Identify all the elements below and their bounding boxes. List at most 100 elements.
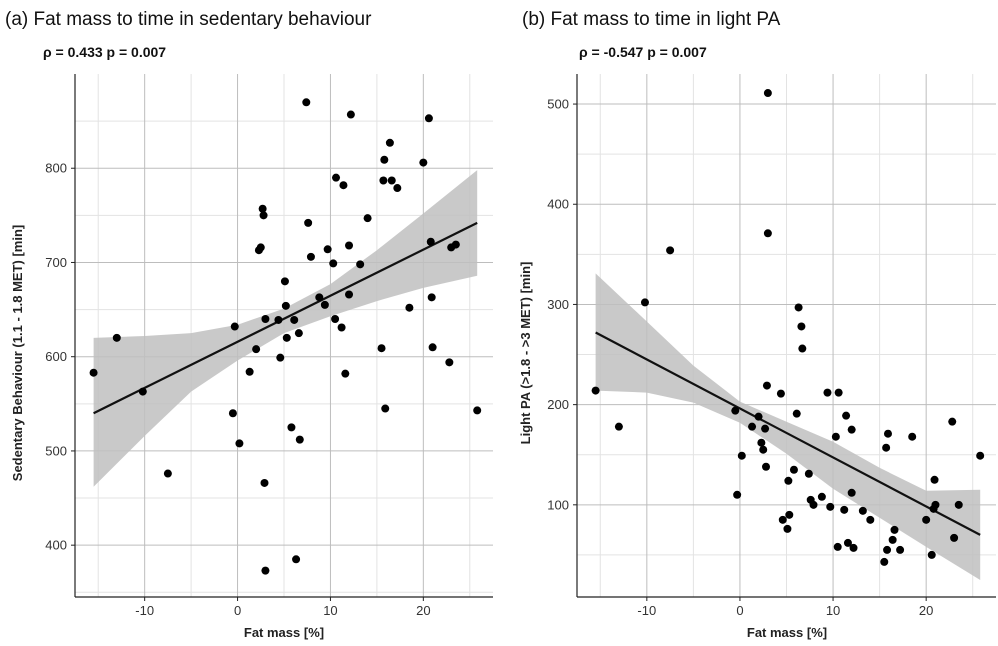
data-point xyxy=(276,353,285,362)
data-point xyxy=(282,333,291,342)
y-tick-label: 700 xyxy=(45,255,67,270)
data-point xyxy=(405,303,414,312)
panel-a: (a) Fat mass to time in sedentary behavi… xyxy=(5,9,493,640)
data-point xyxy=(306,252,315,261)
panel-b-tick-labels: -10 0 10 20 100 200 300 400 500 xyxy=(547,97,933,618)
data-point xyxy=(315,293,324,302)
panel-b-points xyxy=(591,89,985,566)
panel-b-regression-line xyxy=(595,331,981,536)
data-point xyxy=(261,566,270,575)
confidence-band-area xyxy=(595,273,981,580)
data-point xyxy=(341,369,350,378)
data-point xyxy=(976,451,985,460)
data-point xyxy=(427,293,436,302)
x-tick-label: 20 xyxy=(416,603,430,618)
x-tick-label: 10 xyxy=(323,603,337,618)
data-point xyxy=(757,438,766,447)
panel-b-title: (b) Fat mass to time in light PA xyxy=(522,9,781,30)
data-point xyxy=(428,343,437,352)
data-point xyxy=(385,138,394,147)
data-point xyxy=(323,245,332,254)
panel-b-confidence-band xyxy=(595,273,981,580)
x-tick-label: 10 xyxy=(826,603,840,618)
panel-b-stats: ρ = -0.547 p = 0.007 xyxy=(579,44,707,60)
data-point xyxy=(908,432,917,441)
data-point xyxy=(794,303,803,312)
data-point xyxy=(785,510,794,519)
data-point xyxy=(274,315,283,324)
data-point xyxy=(817,492,826,501)
data-point xyxy=(762,462,771,471)
data-point xyxy=(245,367,254,376)
x-tick-label: -10 xyxy=(135,603,154,618)
panel-a-y-axis-label: Sedentary Behaviour (1.1 - 1.8 MET) [min… xyxy=(10,225,25,481)
data-point xyxy=(640,298,649,307)
y-tick-label: 400 xyxy=(547,197,569,212)
data-point xyxy=(784,476,793,485)
y-tick-label: 400 xyxy=(45,538,67,553)
data-point xyxy=(259,211,268,220)
data-point xyxy=(826,502,835,511)
regression-line xyxy=(93,221,478,415)
panel-b-x-axis-label: Fat mass [%] xyxy=(747,625,827,640)
data-point xyxy=(888,535,897,544)
data-point xyxy=(797,322,806,331)
data-point xyxy=(260,478,269,487)
data-point xyxy=(922,515,931,524)
data-point xyxy=(761,424,770,433)
data-point xyxy=(280,277,289,286)
data-point xyxy=(381,404,390,413)
data-point xyxy=(954,500,963,509)
data-point xyxy=(733,490,742,499)
data-point xyxy=(763,229,772,238)
data-point xyxy=(345,241,354,250)
panel-a-axes xyxy=(71,74,493,601)
data-point xyxy=(931,500,940,509)
data-point xyxy=(163,469,172,478)
data-point xyxy=(387,176,396,185)
panel-b-axes xyxy=(573,74,996,601)
data-point xyxy=(252,345,261,354)
data-point xyxy=(759,445,768,454)
data-point xyxy=(256,243,265,252)
data-point xyxy=(424,114,433,123)
y-tick-label: 800 xyxy=(45,161,67,176)
data-point xyxy=(834,388,843,397)
data-point xyxy=(792,409,801,418)
data-point xyxy=(666,246,675,255)
data-point xyxy=(896,545,905,554)
data-point xyxy=(112,333,121,342)
data-point xyxy=(614,422,623,431)
regression-line xyxy=(595,331,981,536)
data-point xyxy=(731,406,740,415)
data-point xyxy=(843,538,852,547)
data-point xyxy=(445,358,454,367)
panel-a-x-axis-label: Fat mass [%] xyxy=(244,625,324,640)
data-point xyxy=(798,344,807,353)
panel-a-points xyxy=(89,98,482,575)
data-point xyxy=(776,389,785,398)
data-point xyxy=(302,98,311,107)
data-point xyxy=(235,439,244,448)
panel-a-regression-line xyxy=(93,221,478,415)
data-point xyxy=(866,515,875,524)
data-point xyxy=(883,429,892,438)
data-point xyxy=(230,322,239,331)
data-point xyxy=(748,422,757,431)
data-point xyxy=(331,315,340,324)
data-point xyxy=(292,555,301,564)
y-tick-label: 100 xyxy=(547,497,569,512)
data-point xyxy=(783,524,792,533)
y-tick-label: 500 xyxy=(45,443,67,458)
data-point xyxy=(789,465,798,474)
data-point xyxy=(823,388,832,397)
y-tick-label: 500 xyxy=(547,97,569,112)
data-point xyxy=(842,411,851,420)
data-point xyxy=(287,423,296,432)
data-point xyxy=(346,110,355,119)
data-point xyxy=(304,218,313,227)
confidence-band-area xyxy=(93,170,478,487)
data-point xyxy=(737,451,746,460)
y-tick-label: 200 xyxy=(547,397,569,412)
